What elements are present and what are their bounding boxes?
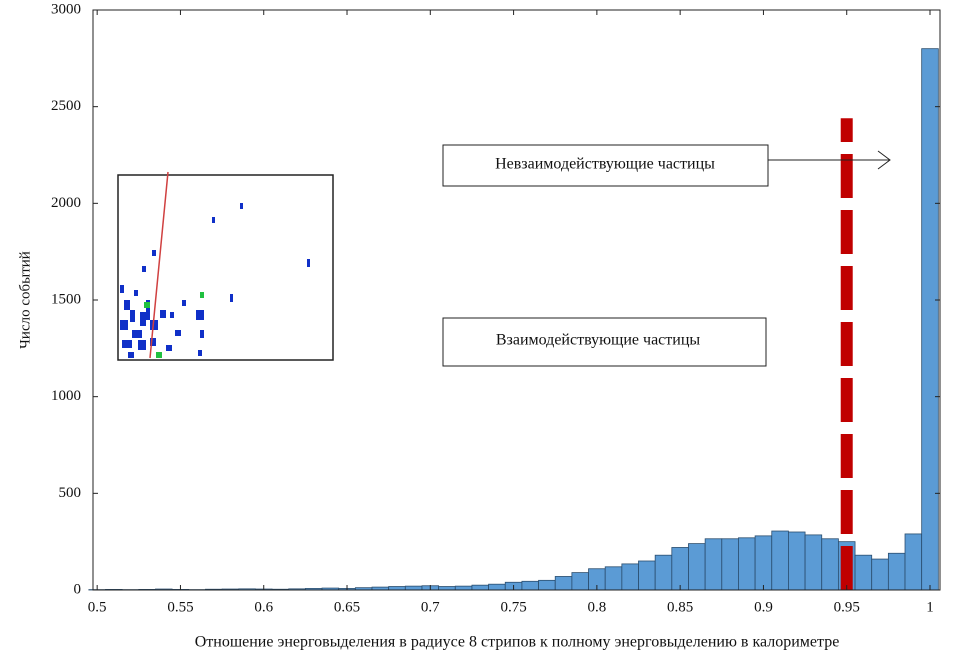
bar [622, 564, 639, 590]
bar [555, 576, 572, 590]
x-tick-label: 0.7 [421, 599, 440, 615]
x-tick-label: 1 [926, 599, 934, 615]
x-tick-label: 0.75 [500, 599, 526, 615]
bar [639, 561, 656, 590]
x-tick-label: 0.6 [254, 599, 273, 615]
y-tick-label: 2000 [51, 195, 81, 211]
annotation-text: Взаимодействующие частицы [496, 332, 701, 349]
y-axis-label: Число событий [17, 251, 33, 349]
bar [472, 585, 489, 590]
bar [605, 567, 622, 590]
bar [772, 531, 789, 590]
y-tick-label: 500 [59, 485, 82, 501]
bar [872, 559, 889, 590]
bar [672, 547, 689, 590]
x-axis-label: Отношение энерговыделения в радиусе 8 ст… [195, 634, 840, 651]
bar [905, 534, 922, 590]
bar [389, 587, 406, 590]
bar [688, 544, 705, 590]
bar [788, 532, 805, 590]
y-tick-label: 1500 [51, 291, 81, 307]
bar [455, 586, 472, 590]
inset-plot [118, 172, 333, 360]
bar [439, 587, 456, 590]
bar [522, 581, 539, 590]
bar [722, 539, 739, 590]
x-tick-label: 0.8 [587, 599, 606, 615]
x-tick-label: 0.65 [334, 599, 360, 615]
x-tick-label: 0.95 [834, 599, 860, 615]
y-tick-label: 1000 [51, 388, 81, 404]
bar [855, 555, 872, 590]
y-tick-label: 0 [74, 581, 82, 597]
annotation-interacting: Взаимодействующие частицы [443, 318, 766, 366]
bar [738, 538, 755, 590]
bar [489, 584, 506, 590]
inset-frame [118, 175, 333, 360]
x-tick-label: 0.85 [667, 599, 693, 615]
bar [572, 573, 589, 590]
bar [805, 535, 822, 590]
bar [755, 536, 772, 590]
y-tick-label: 3000 [51, 1, 81, 17]
bar [539, 580, 556, 590]
chart: Число событий Отношение энерговыделения … [0, 0, 974, 659]
annotation-noninteracting: Невзаимодействующие частицы [443, 145, 890, 186]
bar [705, 539, 722, 590]
bar [822, 539, 839, 590]
annotation-text: Невзаимодействующие частицы [495, 156, 715, 173]
y-tick-label: 2500 [51, 98, 81, 114]
bar [888, 553, 905, 590]
bar [655, 555, 672, 590]
x-tick-label: 0.9 [754, 599, 773, 615]
bar [922, 49, 939, 590]
x-tick-label: 0.5 [88, 599, 107, 615]
x-tick-label: 0.55 [167, 599, 193, 615]
bar [405, 586, 422, 590]
